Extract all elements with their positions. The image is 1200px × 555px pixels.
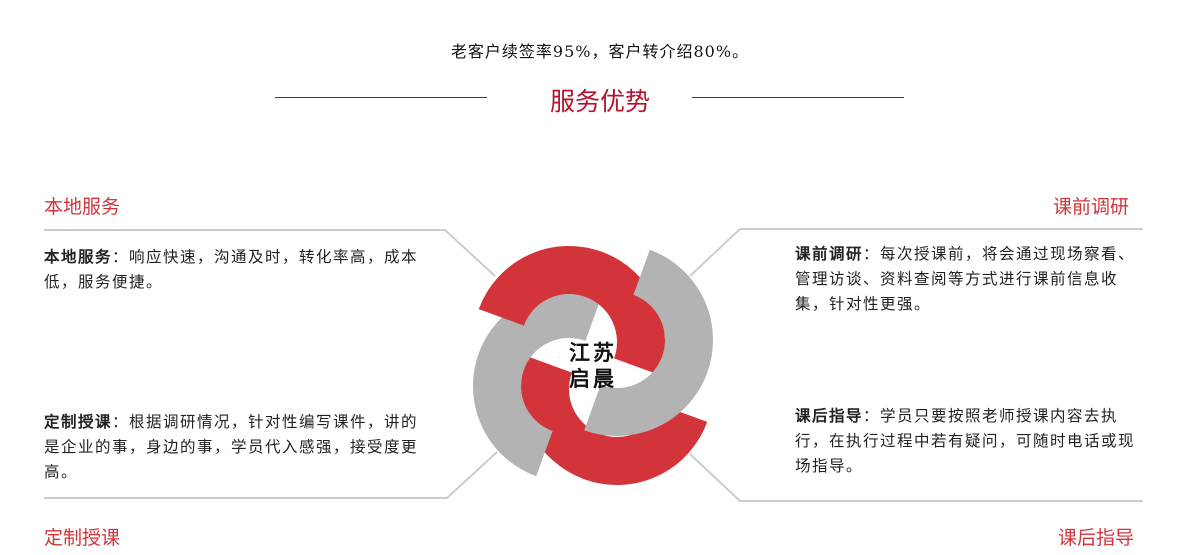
desc-custom-course: 定制授课：根据调研情况，针对性编写课件，讲的是企业的事，身边的事，学员代入感强，… bbox=[44, 410, 434, 485]
label: 课前调研 bbox=[795, 245, 864, 263]
ring-left-gray bbox=[473, 290, 602, 477]
heading-local-service: 本地服务 bbox=[44, 196, 121, 218]
ring-top-red bbox=[478, 246, 665, 375]
connector-top-left bbox=[44, 229, 496, 277]
text: ：学员只要按照老师授课内容去执行，在执行过程中若有疑问，可随时电话或现场指导。 bbox=[795, 407, 1136, 475]
center-label: 江苏 启晨 bbox=[545, 340, 641, 392]
heading-pre-research: 课前调研 bbox=[1053, 196, 1130, 218]
tagline: 老客户续签率95%，客户转介绍80%。 bbox=[450, 42, 750, 61]
text: ：根据调研情况，针对性编写课件，讲的是企业的事，身边的事，学员代入感强，接受度更… bbox=[44, 413, 419, 481]
connector-top-right bbox=[689, 228, 1143, 277]
label: 定制授课 bbox=[44, 413, 113, 431]
desc-post-guidance: 课后指导：学员只要按照老师授课内容去执行，在执行过程中若有疑问，可随时电话或现场… bbox=[795, 404, 1150, 479]
desc-pre-research: 课前调研：每次授课前，将会通过现场察看、管理访谈、资料查阅等方式进行课前信息收集… bbox=[795, 242, 1150, 317]
ring-bottom-red bbox=[521, 356, 708, 485]
label: 本地服务 bbox=[44, 248, 113, 266]
section-title: 服务优势 bbox=[549, 87, 650, 116]
text: ：响应快速，沟通及时，转化率高，成本低，服务便捷。 bbox=[44, 248, 419, 291]
title-divider-left bbox=[275, 97, 487, 98]
ring-right-gray bbox=[584, 249, 713, 436]
connector-bottom-right bbox=[689, 453, 1143, 502]
center-label-line1: 江苏 bbox=[569, 341, 617, 365]
heading-custom-course: 定制授课 bbox=[44, 527, 121, 549]
connector-bottom-left bbox=[44, 451, 498, 499]
desc-local-service: 本地服务：响应快速，沟通及时，转化率高，成本低，服务便捷。 bbox=[44, 245, 434, 295]
center-label-line2: 启晨 bbox=[569, 367, 617, 391]
text: ：每次授课前，将会通过现场察看、管理访谈、资料查阅等方式进行课前信息收集，针对性… bbox=[795, 245, 1136, 313]
title-divider-right bbox=[692, 97, 904, 98]
label: 课后指导 bbox=[795, 407, 864, 425]
heading-post-guidance: 课后指导 bbox=[1058, 527, 1135, 549]
